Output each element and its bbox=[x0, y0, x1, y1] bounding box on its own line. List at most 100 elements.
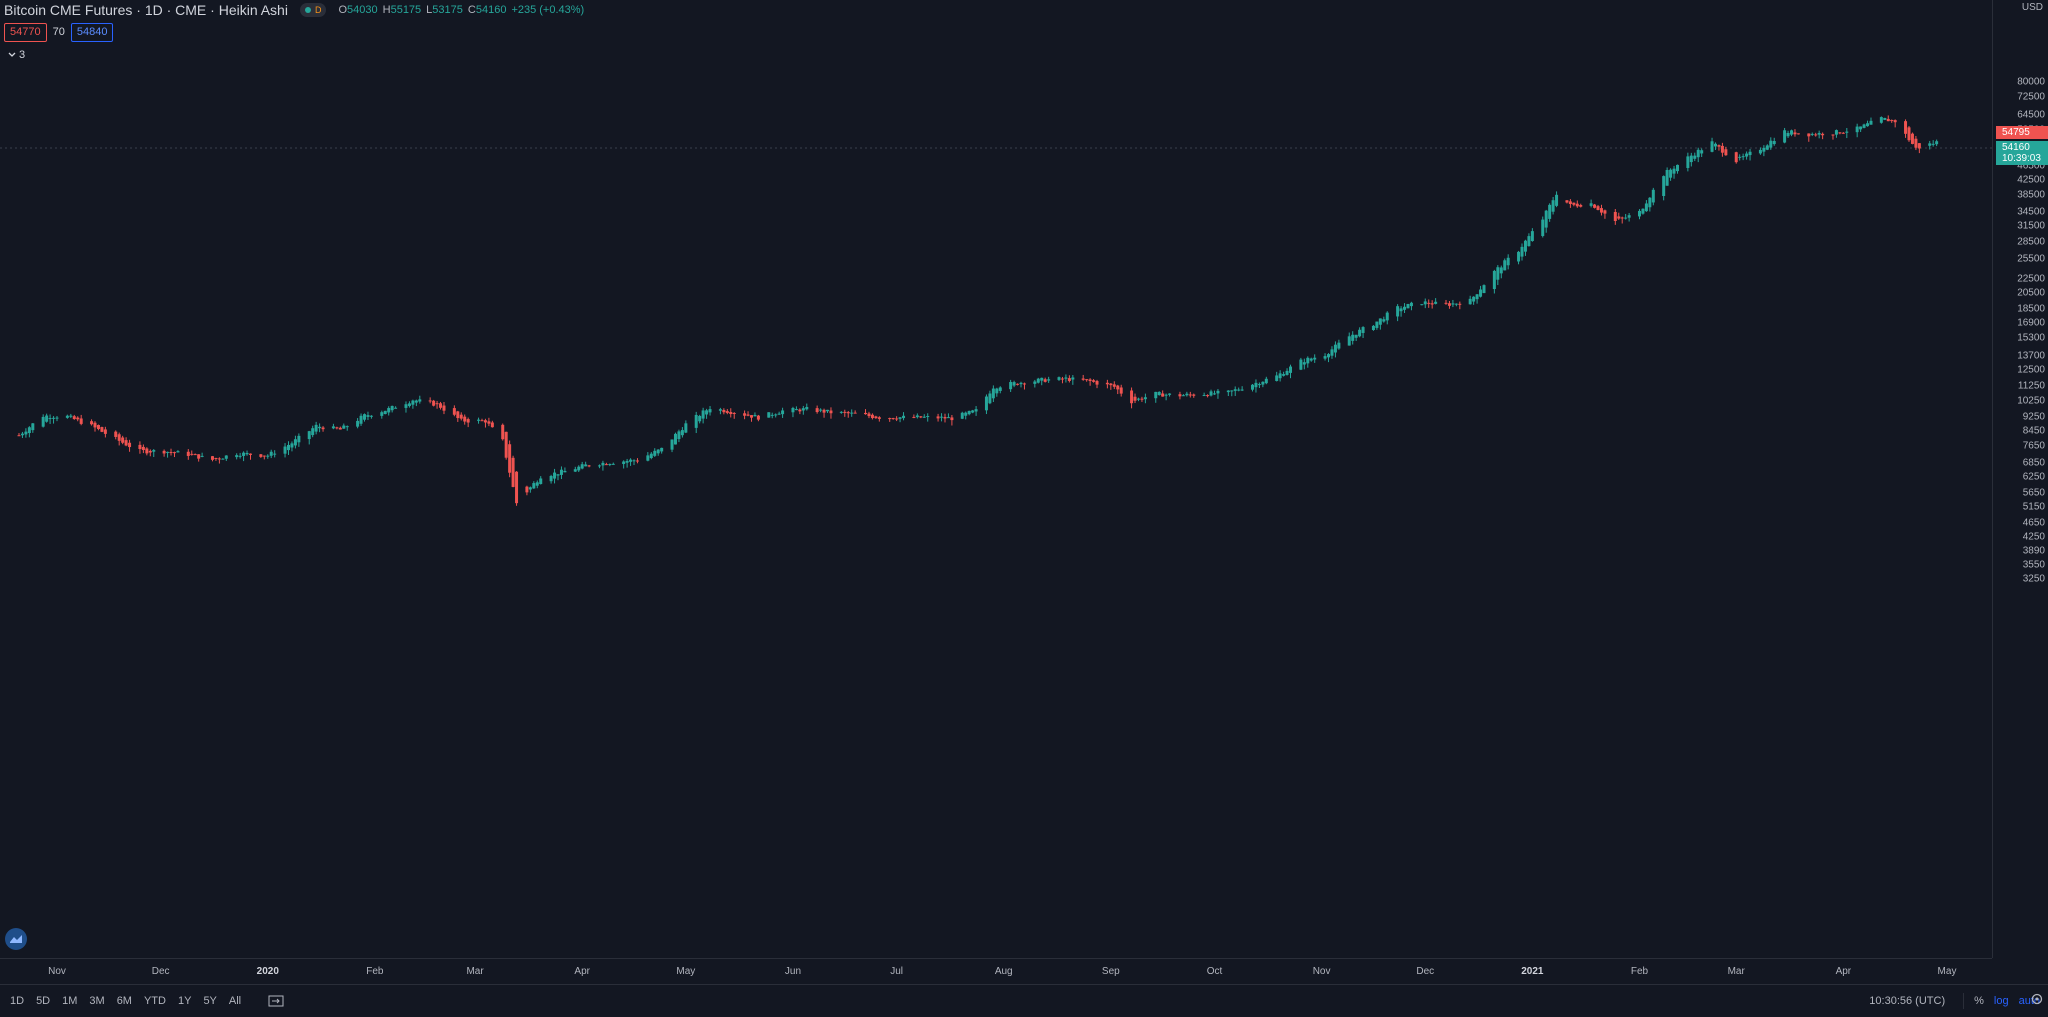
chart-settings-gear-icon[interactable] bbox=[2030, 992, 2044, 1006]
timeframe-6m-button[interactable]: 6M bbox=[116, 995, 132, 1007]
candle-body bbox=[190, 453, 194, 455]
candle-body bbox=[874, 416, 878, 419]
candle-body bbox=[1869, 120, 1873, 125]
price-chart[interactable] bbox=[0, 0, 1992, 958]
price-axis[interactable]: USD 800007250064500585004650042500385003… bbox=[1992, 0, 2048, 958]
candle-body bbox=[732, 413, 736, 415]
candle-body bbox=[511, 457, 515, 487]
utc-clock[interactable]: 10:30:56 (UTC) bbox=[1869, 995, 1946, 1007]
candle-body bbox=[1444, 302, 1448, 304]
candle-body bbox=[238, 455, 242, 457]
candle-body bbox=[242, 452, 246, 456]
buy-price-button[interactable]: 54840 bbox=[70, 22, 114, 42]
symbol-title[interactable]: Bitcoin CME Futures · 1D · CME · Heikin … bbox=[4, 2, 288, 18]
timeframe-1m-button[interactable]: 1M bbox=[62, 995, 78, 1007]
candle-body bbox=[1762, 147, 1766, 152]
tradingview-logo-icon[interactable] bbox=[5, 928, 27, 950]
price-tick: 22500 bbox=[2017, 273, 2045, 284]
candle-body bbox=[1468, 298, 1472, 305]
candle-body bbox=[1036, 378, 1040, 383]
candle-body bbox=[1565, 200, 1569, 203]
candle-body bbox=[442, 405, 446, 411]
candle-body bbox=[1289, 366, 1293, 373]
time-tick: May bbox=[1937, 966, 1957, 977]
candle-body bbox=[1119, 387, 1123, 394]
time-tick: Nov bbox=[48, 966, 66, 977]
candle-body bbox=[1230, 390, 1234, 392]
timeframe-5y-button[interactable]: 5Y bbox=[203, 995, 217, 1007]
market-status-badge[interactable]: D bbox=[299, 3, 327, 17]
sell-price-button[interactable]: 54770 bbox=[4, 22, 47, 42]
candle-body bbox=[1720, 145, 1724, 153]
candle-body bbox=[338, 427, 342, 430]
candle-body bbox=[694, 414, 698, 428]
auto-scale-toggle[interactable]: auto bbox=[2018, 995, 2040, 1007]
ohlc-change: +235 (+0.43%) bbox=[511, 4, 585, 16]
timeframe-1y-button[interactable]: 1Y bbox=[177, 995, 192, 1007]
timeframe-5d-button[interactable]: 5D bbox=[36, 995, 51, 1007]
candle-body bbox=[1378, 318, 1382, 325]
candle-body bbox=[1330, 349, 1334, 356]
candle-body bbox=[528, 487, 532, 490]
price-tick: 46500 bbox=[2017, 160, 2045, 172]
timeframe-3m-button[interactable]: 3M bbox=[89, 995, 105, 1007]
candle-body bbox=[532, 483, 536, 489]
go-to-date-icon[interactable] bbox=[267, 994, 285, 1008]
candle-body bbox=[587, 465, 591, 467]
candle-body bbox=[898, 417, 902, 419]
candle-body bbox=[777, 413, 781, 415]
time-tick: Mar bbox=[466, 966, 484, 977]
candle-body bbox=[705, 410, 709, 415]
timeframe-ytd-button[interactable]: YTD bbox=[143, 995, 166, 1007]
candle-body bbox=[1620, 217, 1624, 219]
timeframe-all-button[interactable]: All bbox=[228, 995, 242, 1007]
candle-body bbox=[439, 403, 443, 408]
candle-body bbox=[1403, 306, 1407, 310]
indicators-toggle[interactable]: 3 bbox=[8, 49, 25, 61]
candle-body bbox=[940, 416, 944, 418]
candle-body bbox=[1807, 133, 1811, 137]
time-axis[interactable]: Nov Dec 2020 Feb Mar Apr May Jun Jul Aug Sep Oct Nov… bbox=[0, 958, 1992, 983]
log-scale-toggle[interactable]: log bbox=[1993, 995, 2009, 1007]
candle-body bbox=[1323, 356, 1327, 359]
candle-body bbox=[466, 419, 470, 423]
candle-body bbox=[1527, 236, 1531, 247]
candle-body bbox=[1064, 377, 1068, 379]
candle-body bbox=[387, 408, 391, 413]
candle-body bbox=[1016, 383, 1020, 385]
price-tick: 64500 bbox=[2017, 109, 2045, 121]
candle-body bbox=[1790, 130, 1794, 135]
candle-body bbox=[1541, 219, 1545, 236]
price-tick: 6850 bbox=[2022, 457, 2045, 469]
candle-body bbox=[943, 417, 947, 419]
candle-body bbox=[984, 396, 988, 411]
badge-letter: D bbox=[314, 5, 322, 15]
candle-body bbox=[829, 410, 833, 414]
candle-body bbox=[629, 459, 633, 462]
candle-body bbox=[1233, 389, 1237, 391]
candle-body bbox=[673, 433, 677, 445]
time-tick: Oct bbox=[1206, 966, 1223, 977]
price-tick: 80000 bbox=[2017, 76, 2045, 88]
currency-unit: USD bbox=[2021, 2, 2043, 13]
candle-body bbox=[902, 415, 906, 419]
candle-body bbox=[1067, 378, 1071, 381]
candle-body bbox=[1347, 336, 1351, 346]
candle-body bbox=[1741, 156, 1745, 158]
candle-body bbox=[798, 409, 802, 412]
candle-body bbox=[1748, 151, 1752, 156]
bottom-toolbar: 1D 5D 1M 3M 6M YTD 1Y 5Y All 10:30:56 (U… bbox=[0, 984, 2048, 1017]
candle-body bbox=[1665, 169, 1669, 186]
percent-scale-toggle[interactable]: % bbox=[1974, 995, 1984, 1007]
candle-body bbox=[1935, 141, 1939, 145]
candle-body bbox=[1361, 327, 1365, 333]
candle-body bbox=[1306, 357, 1310, 364]
candle-body bbox=[1143, 397, 1147, 400]
candle-body bbox=[1327, 354, 1331, 358]
candle-body bbox=[359, 415, 363, 424]
candle-body bbox=[1796, 133, 1800, 135]
candle-body bbox=[124, 440, 128, 446]
timeframe-1d-button[interactable]: 1D bbox=[10, 995, 25, 1007]
candle-body bbox=[152, 450, 156, 452]
candle-body bbox=[822, 409, 826, 413]
